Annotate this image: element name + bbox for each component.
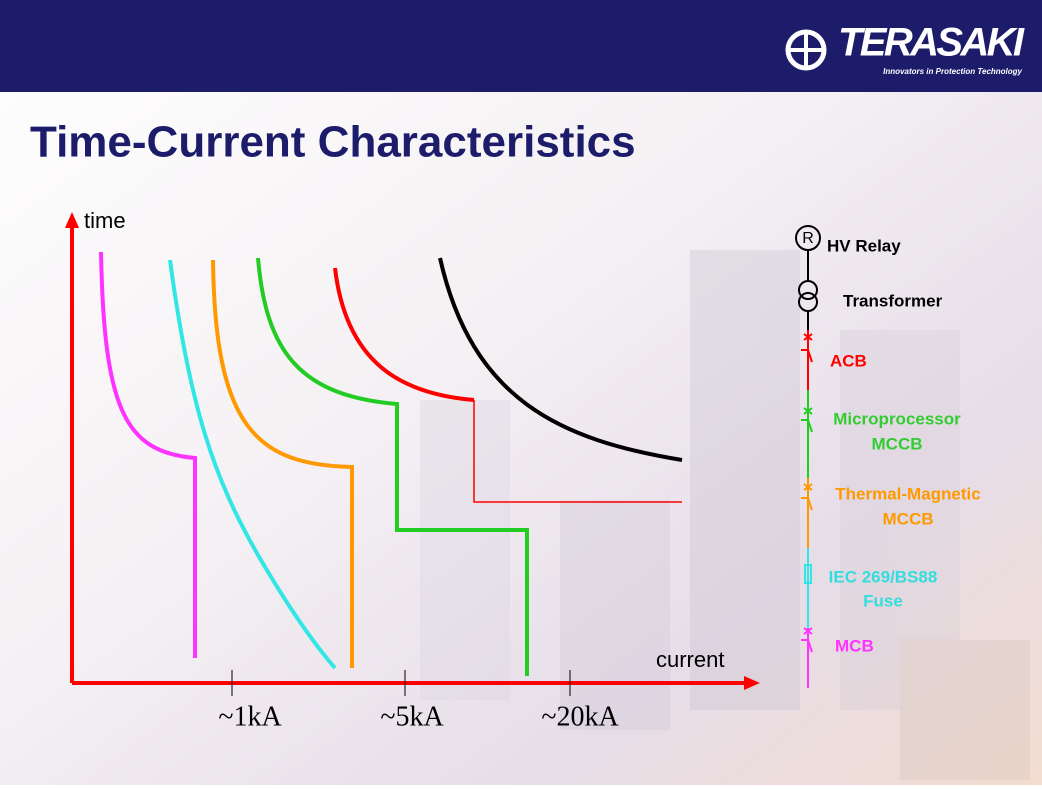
slide-title: Time-Current Characteristics <box>30 118 636 167</box>
node-label: Microprocessor <box>833 409 961 428</box>
page: TERASAKI Innovators in Protection Techno… <box>0 0 1042 790</box>
x-tick-label: ~1kA <box>218 701 282 732</box>
node-label: MCCB <box>872 434 923 453</box>
x-tick-label: ~20kA <box>541 701 619 732</box>
y-axis-label: time <box>84 208 126 233</box>
slide: TERASAKI Innovators in Protection Techno… <box>0 0 1042 785</box>
node-label: Fuse <box>863 591 903 610</box>
node-label: MCB <box>835 636 874 655</box>
x-axis-label: current <box>656 647 724 672</box>
node-label: IEC 269/BS88 <box>829 567 938 586</box>
node-label: MCCB <box>883 509 934 528</box>
node-label: Thermal-Magnetic <box>835 484 980 503</box>
relay-symbol: R <box>802 230 814 247</box>
node-label: ACB <box>830 351 867 370</box>
x-tick-label: ~5kA <box>380 701 444 732</box>
logo-text: TERASAKI <box>838 21 1025 65</box>
tagline: Innovators in Protection Technology <box>883 67 1022 76</box>
node-label: Transformer <box>843 291 943 310</box>
node-label: HV Relay <box>827 236 901 255</box>
